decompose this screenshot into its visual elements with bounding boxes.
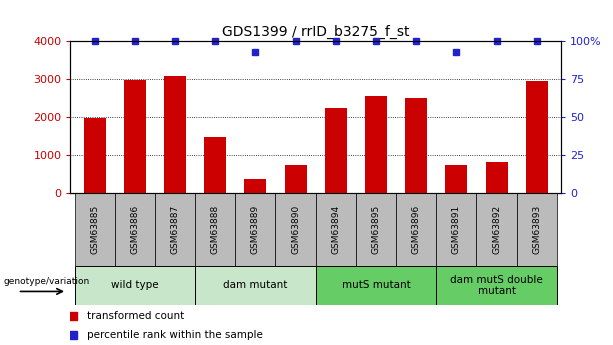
Bar (75, 193, 115, 266)
Text: wild type: wild type (111, 280, 159, 290)
Bar (396, 193, 436, 266)
Bar (517, 193, 557, 266)
Text: GSM63893: GSM63893 (532, 205, 541, 254)
Bar (365, 96, 387, 193)
Text: GSM63885: GSM63885 (90, 205, 99, 254)
Bar (235, 193, 275, 266)
Text: dam mutS double
mutant: dam mutS double mutant (450, 275, 543, 296)
Text: GSM63891: GSM63891 (452, 205, 461, 254)
Bar (124, 80, 146, 193)
Text: GSM63887: GSM63887 (170, 205, 180, 254)
Text: dam mutant: dam mutant (223, 280, 287, 290)
Text: GSM63888: GSM63888 (211, 205, 219, 254)
Text: GSM63889: GSM63889 (251, 205, 260, 254)
Bar (195, 193, 235, 266)
Bar (316, 266, 436, 305)
Bar (356, 193, 396, 266)
Bar (445, 165, 468, 193)
Bar (83, 118, 105, 193)
Bar (115, 193, 155, 266)
Bar (245, 179, 267, 193)
Bar (526, 81, 548, 193)
Text: mutS mutant: mutS mutant (341, 280, 410, 290)
Bar (316, 193, 356, 266)
Bar (75, 266, 195, 305)
Bar (476, 193, 517, 266)
Text: genotype/variation: genotype/variation (4, 277, 89, 286)
Bar (436, 266, 557, 305)
Bar (325, 108, 347, 193)
Text: GSM63886: GSM63886 (131, 205, 139, 254)
Bar (275, 193, 316, 266)
Text: GSM63890: GSM63890 (291, 205, 300, 254)
Bar (204, 137, 226, 193)
Bar (436, 193, 476, 266)
Text: GSM63894: GSM63894 (331, 205, 340, 254)
Text: GSM63895: GSM63895 (371, 205, 381, 254)
Text: GSM63896: GSM63896 (412, 205, 421, 254)
Bar (485, 162, 508, 193)
Text: GSM63892: GSM63892 (492, 205, 501, 254)
Bar (155, 193, 195, 266)
Bar (195, 266, 316, 305)
Text: transformed count: transformed count (86, 311, 184, 321)
Bar (405, 98, 427, 193)
Bar (164, 76, 186, 193)
Title: GDS1399 / rrID_b3275_f_st: GDS1399 / rrID_b3275_f_st (222, 25, 409, 39)
Text: percentile rank within the sample: percentile rank within the sample (86, 330, 262, 339)
Bar (284, 165, 306, 193)
